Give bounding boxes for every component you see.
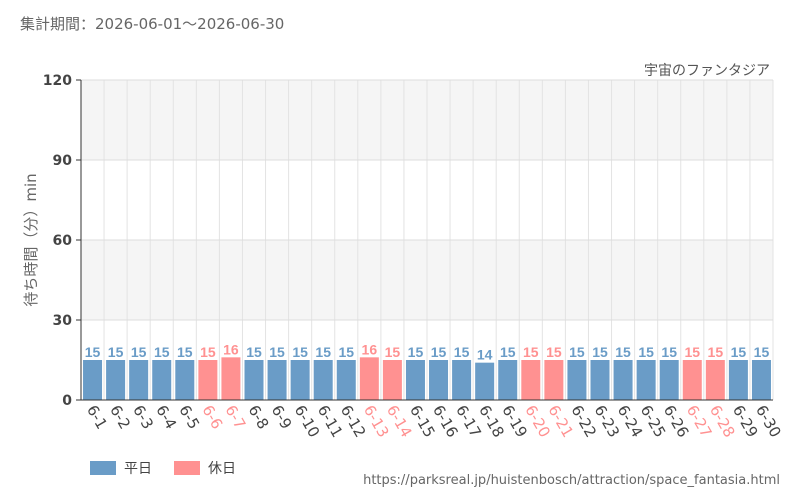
bar-6-23 — [590, 360, 610, 400]
bar-label-6-8: 15 — [246, 344, 262, 360]
bar-label-6-26: 15 — [661, 344, 677, 360]
bar-6-17 — [452, 360, 472, 400]
bar-label-6-11: 15 — [315, 344, 331, 360]
bar-label-6-17: 15 — [454, 344, 470, 360]
bar-6-2 — [106, 360, 126, 400]
legend-swatch-weekday — [90, 461, 116, 475]
y-tick-label-30: 30 — [53, 313, 73, 329]
bar-6-15 — [405, 360, 425, 400]
bar-label-6-10: 15 — [292, 344, 308, 360]
bar-label-6-6: 15 — [200, 344, 216, 360]
bar-label-6-14: 15 — [385, 344, 401, 360]
bar-6-27 — [682, 360, 702, 400]
x-tick-6-30: 6-30 — [752, 402, 785, 440]
x-tick-6-5: 6-5 — [175, 402, 203, 432]
chart-title: 宇宙のファンタジア — [644, 63, 770, 79]
bar-6-20 — [521, 360, 541, 400]
bar-value-labels: 15 15 15 15 15 15 16 15 15 15 15 15 16 15 15 15 15 14 15 15… — [85, 341, 770, 362]
bar-label-6-4: 15 — [154, 344, 170, 360]
bar-6-13 — [359, 357, 379, 400]
bar-label-6-20: 15 — [523, 344, 539, 360]
bar-6-4 — [152, 360, 172, 400]
legend-label-holiday: 休日 — [208, 461, 236, 477]
bar-label-6-18: 14 — [477, 347, 493, 363]
x-tick-labels: 6-16-26-36-46-56-66-76-86-96-106-116-126… — [83, 402, 785, 440]
bar-label-6-1: 15 — [85, 344, 101, 360]
bar-6-24 — [613, 360, 633, 400]
bar-label-6-29: 15 — [731, 344, 747, 360]
x-tick-6-3: 6-3 — [129, 402, 157, 432]
bar-6-5 — [175, 360, 195, 400]
bar-6-8 — [244, 360, 264, 400]
bar-label-6-27: 15 — [684, 344, 700, 360]
bar-label-6-24: 15 — [615, 344, 631, 360]
y-tick-label-60: 60 — [53, 233, 73, 249]
bar-label-6-30: 15 — [754, 344, 770, 360]
legend-swatch-holiday — [174, 461, 200, 475]
x-tick-6-6: 6-6 — [198, 402, 226, 432]
bar-6-29 — [728, 360, 748, 400]
bar-label-6-13: 16 — [362, 341, 378, 357]
bar-label-6-12: 15 — [338, 344, 354, 360]
x-tick-6-8: 6-8 — [245, 402, 273, 432]
y-axis-label: 待ち時間（分）min — [22, 173, 40, 306]
legend-item-weekday: 平日 — [90, 458, 152, 478]
bar-label-6-2: 15 — [108, 344, 124, 360]
bar-label-6-22: 15 — [569, 344, 585, 360]
bar-6-11 — [313, 360, 333, 400]
x-tick-6-7: 6-7 — [221, 402, 249, 432]
bar-label-6-19: 15 — [500, 344, 516, 360]
y-tick-label-120: 120 — [43, 73, 72, 89]
bar-6-30 — [751, 360, 771, 400]
bar-6-10 — [290, 360, 310, 400]
bar-label-6-7: 16 — [223, 341, 239, 357]
wait-time-chart: 15 15 15 15 15 15 16 15 15 15 15 15 16 15 15 15 15 14 15 15… — [22, 63, 785, 440]
bar-label-6-21: 15 — [546, 344, 562, 360]
legend: 平日 休日 — [90, 458, 236, 478]
x-tick-6-9: 6-9 — [268, 402, 296, 432]
period-text: 集計期間：2026-06-01～2026-06-30 — [20, 15, 285, 33]
bar-6-14 — [382, 360, 402, 400]
y-tick-label-0: 0 — [62, 393, 72, 409]
bar-6-25 — [636, 360, 656, 400]
bar-6-3 — [129, 360, 149, 400]
bar-6-28 — [705, 360, 725, 400]
bar-label-6-9: 15 — [269, 344, 285, 360]
bar-6-26 — [659, 360, 679, 400]
bar-6-19 — [498, 360, 518, 400]
bar-6-6 — [198, 360, 218, 400]
bar-6-22 — [567, 360, 587, 400]
bar-label-6-15: 15 — [408, 344, 424, 360]
x-tick-6-4: 6-4 — [152, 402, 180, 432]
x-tick-6-2: 6-2 — [106, 402, 134, 432]
bar-6-18 — [475, 362, 495, 400]
bar-label-6-16: 15 — [431, 344, 447, 360]
bar-label-6-28: 15 — [708, 344, 724, 360]
bar-label-6-5: 15 — [177, 344, 193, 360]
bar-label-6-23: 15 — [592, 344, 608, 360]
x-tick-6-1: 6-1 — [83, 402, 111, 432]
bar-6-16 — [429, 360, 449, 400]
bar-label-6-3: 15 — [131, 344, 147, 360]
bar-6-21 — [544, 360, 564, 400]
bar-6-1 — [83, 360, 103, 400]
y-tick-labels: 0 30 60 90 120 — [43, 73, 81, 409]
bars — [83, 357, 771, 400]
bar-6-12 — [336, 360, 356, 400]
y-tick-label-90: 90 — [53, 153, 73, 169]
source-url: https://parksreal.jp/huistenbosch/attrac… — [363, 473, 780, 488]
bar-label-6-25: 15 — [638, 344, 654, 360]
legend-label-weekday: 平日 — [124, 461, 152, 477]
bar-6-7 — [221, 357, 241, 400]
legend-item-holiday: 休日 — [174, 458, 236, 478]
bar-6-9 — [267, 360, 287, 400]
